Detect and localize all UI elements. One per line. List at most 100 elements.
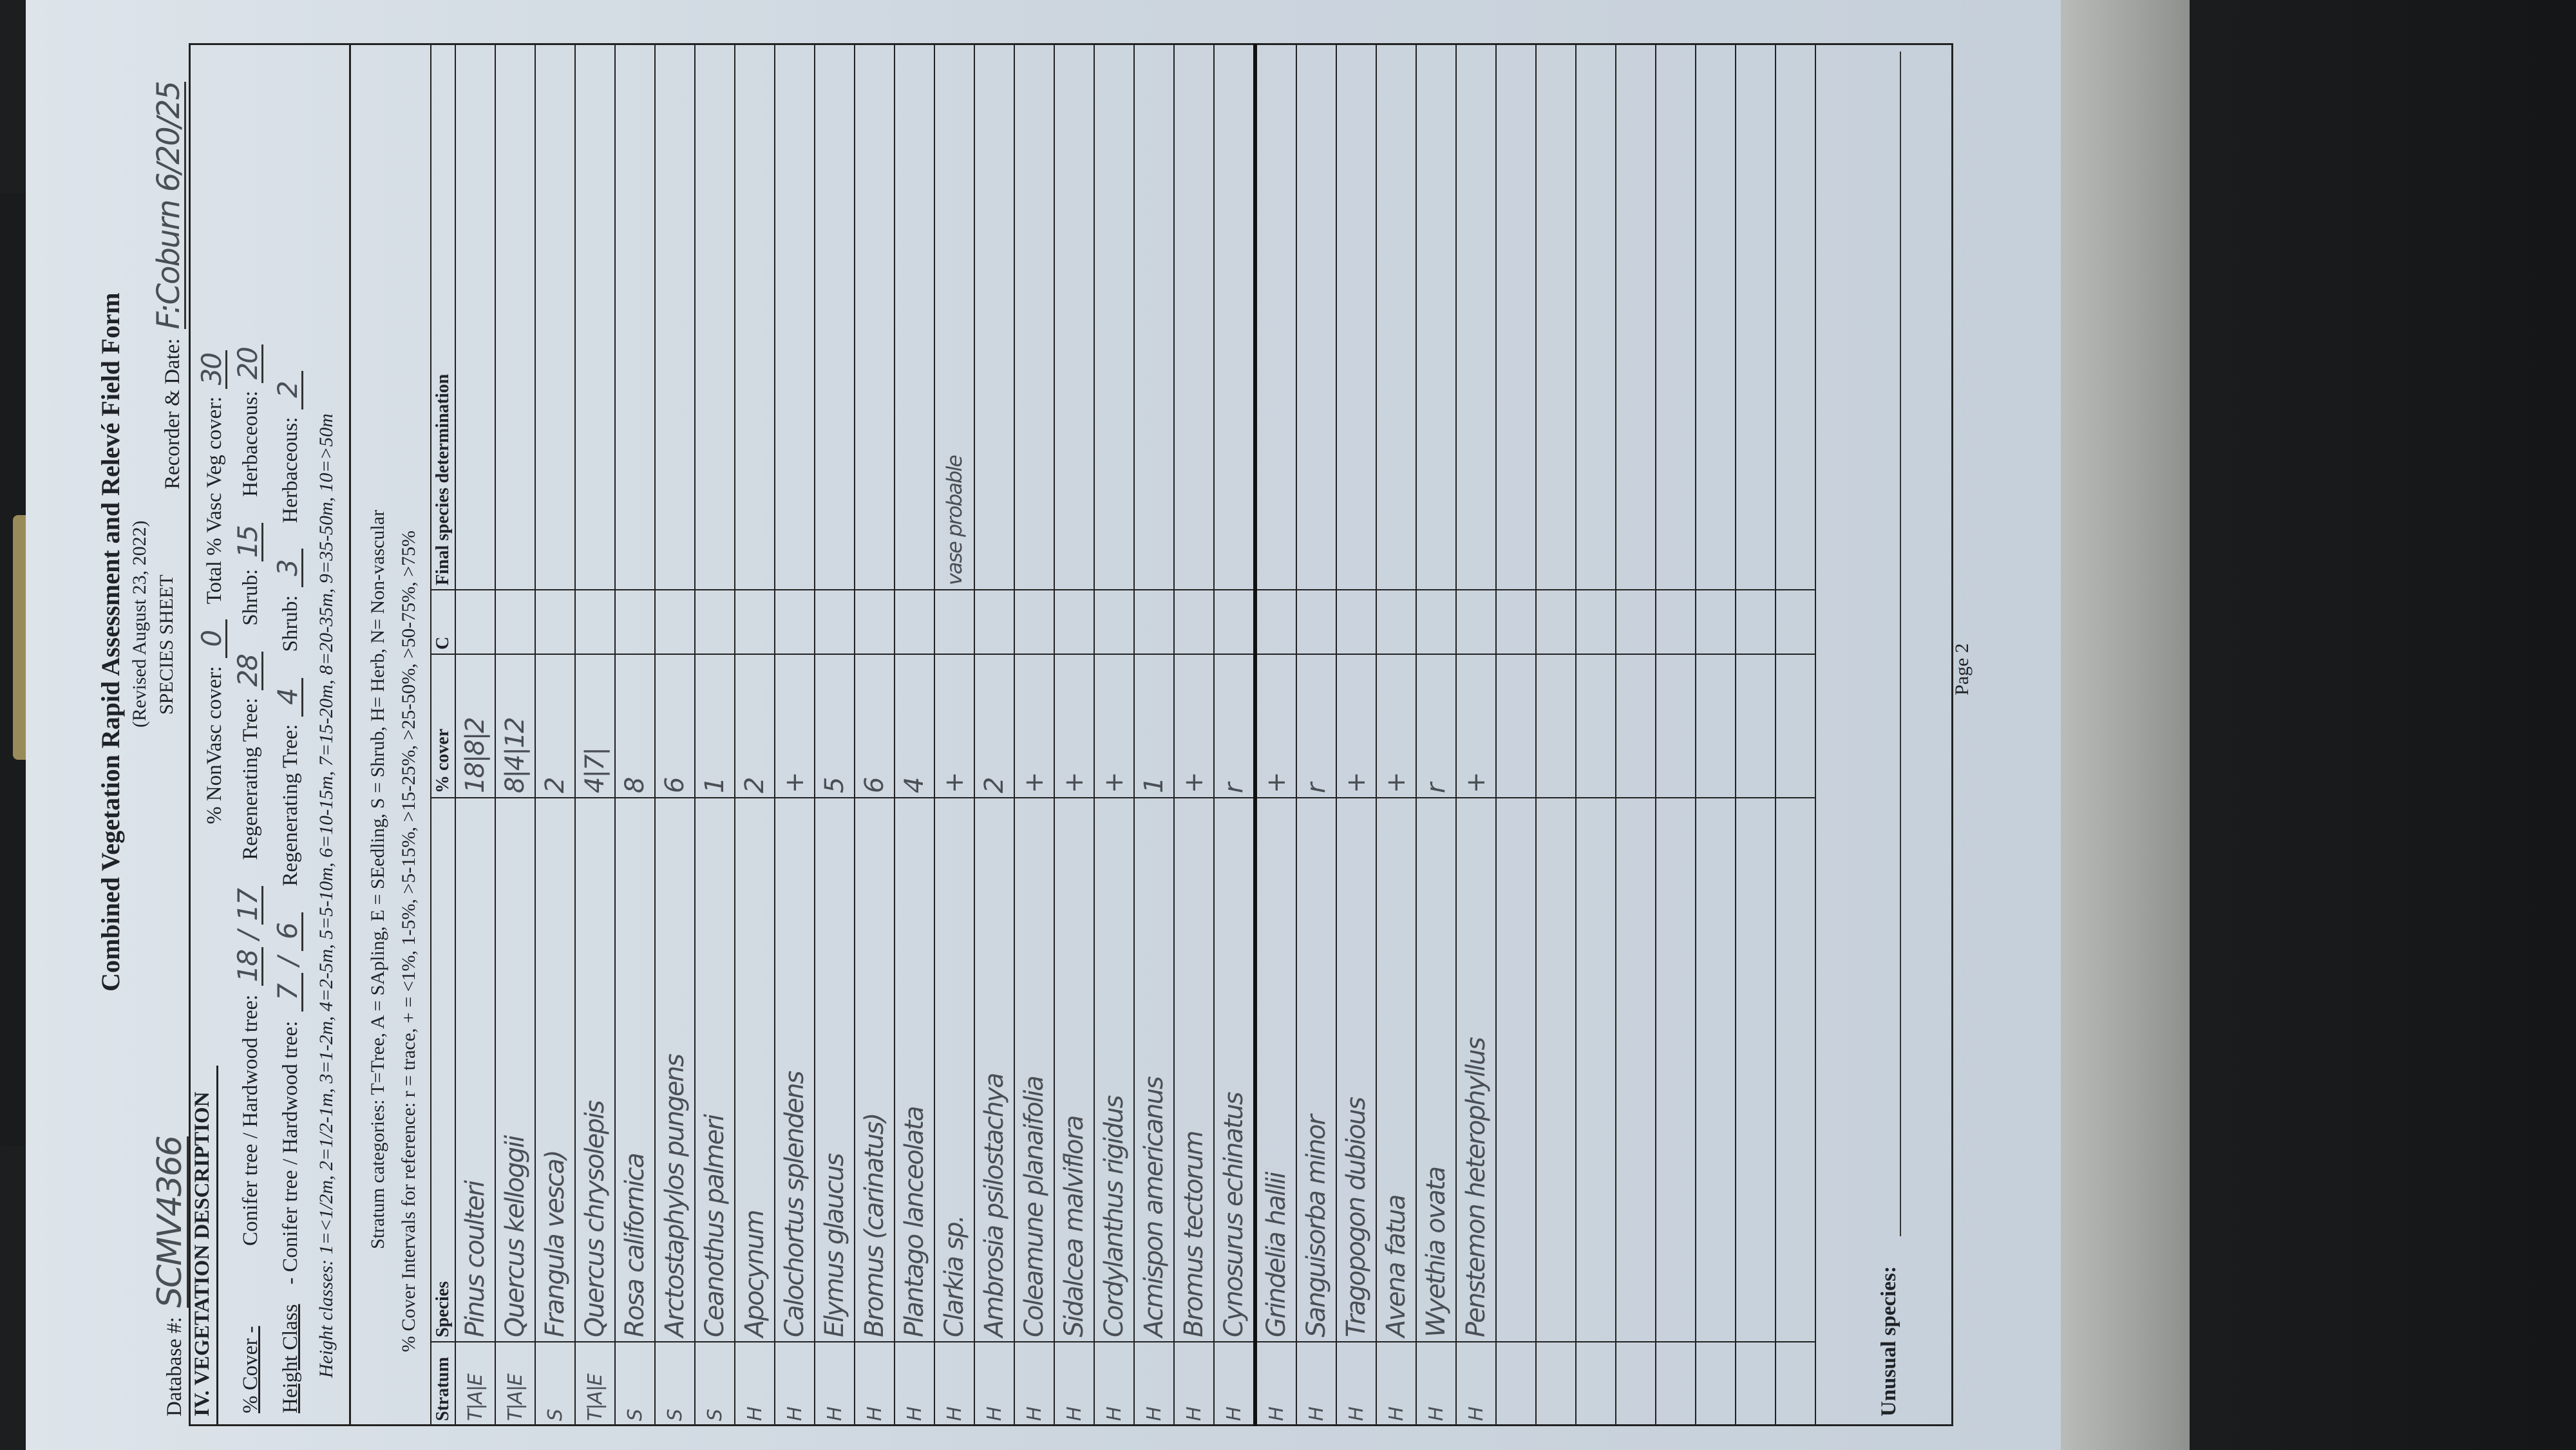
recorder-field[interactable]: F:Coburn 6/20/25 <box>151 82 187 330</box>
cell-c[interactable] <box>1776 590 1815 654</box>
totalvasc-field[interactable]: 30 <box>196 350 227 389</box>
cell-stratum[interactable] <box>1736 1342 1776 1426</box>
cell-stratum[interactable]: H <box>735 1342 775 1426</box>
cell-c[interactable] <box>1576 590 1616 654</box>
cell-cover[interactable]: 6 <box>655 654 695 798</box>
cell-species[interactable]: Frangula vesca) <box>535 798 575 1342</box>
cell-species[interactable]: Cynosurus echinatus <box>1214 798 1255 1342</box>
cell-cover[interactable] <box>1776 654 1815 798</box>
cell-stratum[interactable]: H <box>1376 1342 1416 1426</box>
cell-cover[interactable] <box>1536 654 1576 798</box>
cell-c[interactable] <box>1736 590 1776 654</box>
cell-c[interactable] <box>1296 590 1336 654</box>
cell-stratum[interactable] <box>1776 1342 1815 1426</box>
cell-final[interactable] <box>1134 44 1174 590</box>
cell-stratum[interactable]: H <box>1416 1342 1456 1426</box>
database-field[interactable]: SCMV4366 <box>151 1136 189 1308</box>
cell-final[interactable] <box>815 44 855 590</box>
cell-cover[interactable]: r <box>1296 654 1336 798</box>
cell-species[interactable]: Sanguisorba minor <box>1296 798 1336 1342</box>
cell-c[interactable] <box>974 590 1014 654</box>
cell-final[interactable] <box>974 44 1014 590</box>
cell-cover[interactable]: 4 <box>895 654 934 798</box>
cell-c[interactable] <box>1376 590 1416 654</box>
cell-c[interactable] <box>1174 590 1214 654</box>
herb-cover-field[interactable]: 20 <box>232 344 263 383</box>
cell-stratum[interactable]: H <box>1174 1342 1214 1426</box>
cell-stratum[interactable]: H <box>934 1342 974 1426</box>
cell-stratum[interactable] <box>1576 1342 1616 1426</box>
cell-stratum[interactable]: H <box>1456 1342 1496 1426</box>
cell-species[interactable] <box>1536 798 1576 1342</box>
cell-c[interactable] <box>615 590 655 654</box>
cell-c[interactable] <box>495 590 535 654</box>
cell-cover[interactable]: + <box>1376 654 1416 798</box>
cell-cover[interactable]: + <box>1014 654 1054 798</box>
cell-cover[interactable]: 2 <box>535 654 575 798</box>
cell-species[interactable]: Sidalcea malviflora <box>1054 798 1094 1342</box>
cell-final[interactable] <box>1174 44 1214 590</box>
cell-stratum[interactable]: H <box>1054 1342 1094 1426</box>
cell-final[interactable] <box>1536 44 1576 590</box>
cell-final[interactable] <box>1736 44 1776 590</box>
cell-species[interactable]: Wyethia ovata <box>1416 798 1456 1342</box>
regen-height-field[interactable]: 4 <box>272 677 303 717</box>
cell-cover[interactable] <box>1656 654 1696 798</box>
cell-final[interactable] <box>855 44 895 590</box>
cell-cover[interactable]: 18|8|2 <box>455 654 495 798</box>
cell-species[interactable]: Acmispon americanus <box>1134 798 1174 1342</box>
cell-stratum[interactable] <box>1656 1342 1696 1426</box>
cell-c[interactable] <box>1094 590 1134 654</box>
cell-cover[interactable]: + <box>934 654 974 798</box>
cell-species[interactable] <box>1496 798 1536 1342</box>
cell-stratum[interactable]: H <box>1336 1342 1376 1426</box>
regen-cover-field[interactable]: 28 <box>232 651 263 690</box>
cell-c[interactable] <box>1054 590 1094 654</box>
cell-stratum[interactable]: H <box>895 1342 934 1426</box>
cell-species[interactable]: Plantago lanceolata <box>895 798 934 1342</box>
cell-stratum[interactable]: H <box>1014 1342 1054 1426</box>
cell-c[interactable] <box>815 590 855 654</box>
cell-species[interactable] <box>1576 798 1616 1342</box>
cell-final[interactable] <box>1696 44 1736 590</box>
cell-stratum[interactable]: T|A|E <box>575 1342 615 1426</box>
conifer-cover-field[interactable]: 18 / 17 <box>232 885 263 986</box>
cell-final[interactable] <box>1376 44 1416 590</box>
cell-cover[interactable] <box>1696 654 1736 798</box>
cell-c[interactable] <box>535 590 575 654</box>
cell-species[interactable]: Avena fatua <box>1376 798 1416 1342</box>
cell-species[interactable]: Cordylanthus rigidus <box>1094 798 1134 1342</box>
cell-cover[interactable]: + <box>1054 654 1094 798</box>
cell-stratum[interactable] <box>1496 1342 1536 1426</box>
cell-c[interactable] <box>455 590 495 654</box>
cell-species[interactable]: Coleamune planaifolia <box>1014 798 1054 1342</box>
cell-cover[interactable]: + <box>1456 654 1496 798</box>
cell-cover[interactable] <box>1736 654 1776 798</box>
cell-c[interactable] <box>1416 590 1456 654</box>
cell-stratum[interactable]: S <box>535 1342 575 1426</box>
cell-species[interactable]: Bromus tectorum <box>1174 798 1214 1342</box>
cell-cover[interactable]: 6 <box>855 654 895 798</box>
cell-final[interactable] <box>1255 44 1296 590</box>
cell-cover[interactable]: 5 <box>815 654 855 798</box>
cell-final[interactable] <box>1054 44 1094 590</box>
cell-species[interactable]: Penstemon heterophyllus <box>1456 798 1496 1342</box>
cell-c[interactable] <box>1656 590 1696 654</box>
cell-final[interactable] <box>1656 44 1696 590</box>
nonvasc-field[interactable]: 0 <box>196 619 227 659</box>
cell-c[interactable] <box>895 590 934 654</box>
cell-cover[interactable]: + <box>1094 654 1134 798</box>
cell-c[interactable] <box>735 590 775 654</box>
cell-cover[interactable]: + <box>1255 654 1296 798</box>
unusual-species-field[interactable] <box>1900 52 1901 1236</box>
cell-cover[interactable]: 8 <box>615 654 655 798</box>
cell-species[interactable]: Rosa californica <box>615 798 655 1342</box>
cell-species[interactable]: Bromus (carinatus) <box>855 798 895 1342</box>
cell-cover[interactable]: + <box>1174 654 1214 798</box>
cell-stratum[interactable]: H <box>1214 1342 1255 1426</box>
cell-species[interactable]: Apocynum <box>735 798 775 1342</box>
cell-final[interactable] <box>775 44 815 590</box>
cell-stratum[interactable]: H <box>855 1342 895 1426</box>
cell-stratum[interactable]: T|A|E <box>455 1342 495 1426</box>
cell-species[interactable]: Calochortus splendens <box>775 798 815 1342</box>
